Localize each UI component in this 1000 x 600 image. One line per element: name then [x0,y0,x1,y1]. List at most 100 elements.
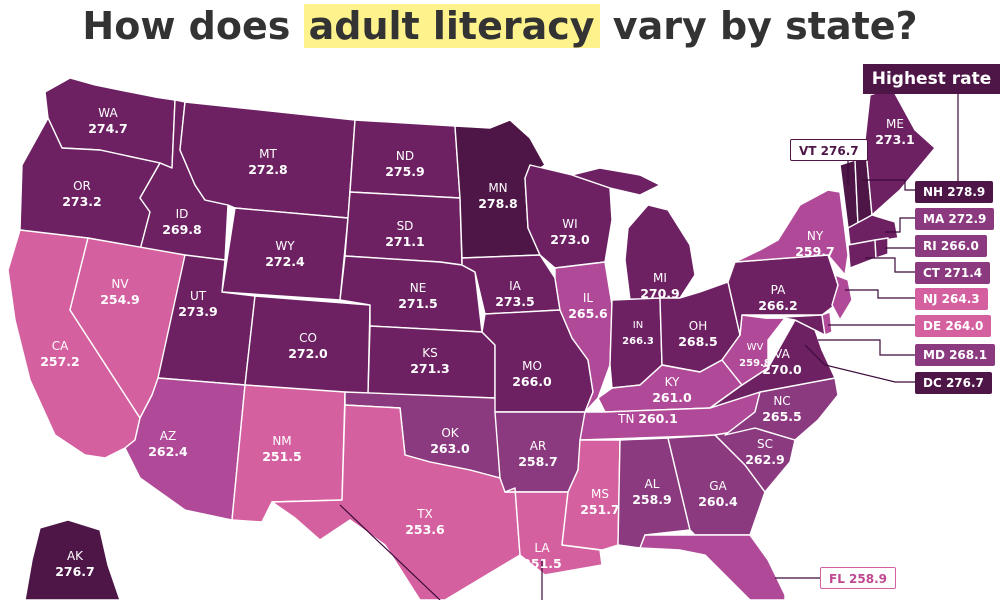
state-value: 271.3 [410,361,450,376]
state-CT [847,239,877,269]
state-label-mt: MT 272.8 [248,147,288,177]
state-NJ [831,274,853,321]
state-abbr: ID [176,207,189,221]
state-abbr: AR [530,439,547,453]
state-abbr: KY [665,375,680,389]
state-label-id: ID 269.8 [162,207,202,237]
callout-nj: NJ 264.3 [915,288,988,310]
state-value: 268.5 [678,334,718,349]
state-abbr: IL [583,291,594,305]
state-abbr: LA [534,541,550,555]
state-RI [874,237,889,259]
state-AK [24,519,121,600]
state-label-az: AZ 262.4 [148,429,188,459]
state-value: 251.5 [262,449,302,464]
state-label-ut: UT 273.9 [178,289,218,319]
state-abbr: UT [190,289,207,303]
state-abbr: MT [259,147,277,161]
state-abbr: AZ [160,429,176,443]
state-value: 258.7 [518,454,558,469]
state-label-mo: MO 266.0 [512,359,552,389]
state-abbr: IA [509,279,522,293]
state-label-wy: WY 272.4 [265,239,305,269]
state-value: 251.7 [580,502,620,517]
state-abbr: NM [272,434,291,448]
state-FL [639,534,786,600]
state-label-va: VA 270.0 [762,347,802,377]
state-abbr: MO [522,359,542,373]
state-label-wv: WV 259.8 [739,342,771,369]
state-label-sc: SC 262.9 [745,437,785,467]
title-suffix: vary by state? [599,4,918,48]
state-abbr: ME [886,117,904,131]
state-value: 262.4 [148,444,188,459]
state-value: 271.1 [385,234,425,249]
state-label-ky: KY 261.0 [652,375,692,405]
state-label-me: ME 273.1 [875,117,915,147]
state-abbr: WA [98,106,118,120]
state-abbr: MS [591,487,609,501]
state-value: 260.1 [638,411,678,426]
state-value: 273.9 [178,304,218,319]
state-abbr: WI [562,217,577,231]
state-abbr: WY [275,239,295,253]
state-label-ny: NY 259.7 [795,229,835,259]
state-value: 253.6 [405,522,445,537]
state-abbr: TN [617,412,638,426]
state-value: 272.4 [265,254,305,269]
state-abbr: KS [422,346,438,360]
state-value: 265.5 [762,409,802,424]
state-IL [554,261,613,413]
state-abbr: CA [52,339,69,353]
state-value: 265.6 [568,306,608,321]
state-value: 266.0 [512,374,552,389]
callout-ct: CT 271.4 [915,262,991,284]
state-label-ia: IA 273.5 [495,279,535,309]
state-label-tx: TX 253.6 [405,507,445,537]
state-value: 263.0 [430,441,470,456]
state-label-oh: OH 268.5 [678,319,718,349]
state-value: 276.7 [55,564,95,579]
state-value: 275.9 [385,164,425,179]
state-DE [821,311,833,336]
state-abbr: IN [633,320,643,331]
state-abbr: TX [416,507,433,521]
state-label-la: LA 251.5 [522,541,562,571]
state-value: 259.8 [739,358,771,369]
state-abbr: SC [757,437,773,451]
state-label-mi: MI 270.9 [640,271,680,301]
state-NY [734,189,849,276]
state-value: 278.8 [478,196,518,211]
state-label-wa: WA 274.7 [88,106,128,136]
state-value: 273.0 [550,232,590,247]
state-abbr: AK [67,549,84,563]
state-label-ks: KS 271.3 [410,346,450,376]
state-label-mn: MN 278.8 [478,181,518,211]
state-value: 270.0 [762,362,802,377]
state-label-ca: CA 257.2 [40,339,80,369]
state-value: 257.2 [40,354,80,369]
state-label-ar: AR 258.7 [518,439,558,469]
state-abbr: PA [771,283,786,297]
callout-dc: DC 276.7 [915,372,992,394]
state-labels: WA 274.7OR 273.2CA 257.2ID 269.8NV 254.9MT 272… [40,106,915,579]
state-label-pa: PA 266.2 [758,283,798,313]
state-abbr: OR [73,179,91,193]
state-NC [724,377,839,441]
state-abbr: CO [299,331,317,345]
callout-ma: MA 272.9 [915,208,995,230]
state-TX [271,404,521,600]
state-abbr: VA [774,347,790,361]
state-value: 258.9 [632,492,672,507]
state-abbr: NC [773,394,790,408]
state-label-il: IL 265.6 [568,291,608,321]
state-label-co: CO 272.0 [288,331,328,361]
state-abbr: NE [410,281,427,295]
state-label-nm: NM 251.5 [262,434,302,464]
state-label-tn: TN 260.1 [617,411,678,426]
state-label-in: IN 266.3 [622,320,654,347]
callout-md: MD 268.1 [915,344,996,366]
highest-rate-callout: Highest rate [863,64,1000,94]
state-abbr: NV [111,277,129,291]
